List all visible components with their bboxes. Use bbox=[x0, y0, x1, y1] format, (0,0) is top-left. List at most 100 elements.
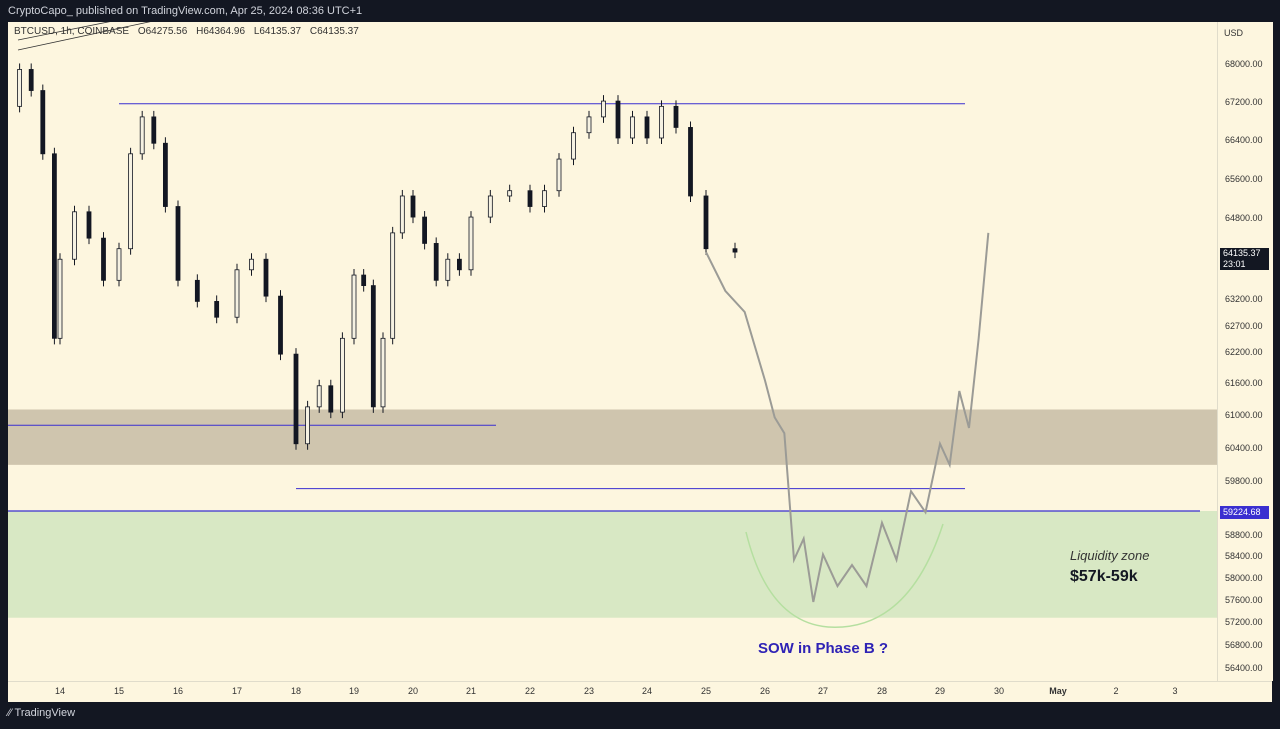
accumulation-arc bbox=[745, 523, 944, 628]
price-tick-label: 57600.00 bbox=[1225, 595, 1263, 605]
candle-body bbox=[316, 385, 322, 408]
candle-body bbox=[433, 243, 439, 281]
candle-body bbox=[293, 353, 299, 445]
candle-body bbox=[732, 248, 738, 253]
price-tick-label: 61000.00 bbox=[1225, 410, 1263, 420]
price-tick-label: 67200.00 bbox=[1225, 97, 1263, 107]
price-tick-label: 58400.00 bbox=[1225, 551, 1263, 561]
trend-line-a bbox=[17, 22, 111, 41]
candle-body bbox=[116, 248, 122, 281]
candle-body bbox=[339, 337, 345, 413]
projection-path bbox=[705, 232, 990, 603]
time-tick-label: 3 bbox=[1172, 686, 1178, 696]
time-tick-label: 26 bbox=[759, 686, 771, 696]
time-tick-label: 24 bbox=[641, 686, 653, 696]
candle-body bbox=[487, 195, 493, 218]
time-tick-label: May bbox=[1049, 686, 1067, 696]
time-tick-label: 28 bbox=[876, 686, 888, 696]
candle-body bbox=[151, 116, 157, 144]
liquidity-zone-title: Liquidity zone bbox=[1070, 548, 1150, 563]
candle-body bbox=[390, 232, 396, 339]
time-tick-label: 15 bbox=[113, 686, 125, 696]
candle-body bbox=[278, 295, 283, 355]
price-tick-label: 57200.00 bbox=[1225, 617, 1263, 627]
candle-body bbox=[249, 258, 254, 271]
publisher-text: CryptoCapo_ published on TradingView.com… bbox=[8, 5, 363, 17]
candle-body bbox=[571, 132, 576, 160]
time-tick-label: 20 bbox=[407, 686, 419, 696]
candle-body bbox=[40, 90, 46, 155]
candle-body bbox=[586, 116, 592, 134]
candle-body bbox=[601, 100, 606, 118]
price-tick-label: 56400.00 bbox=[1225, 663, 1263, 673]
currency-label[interactable]: USD bbox=[1224, 28, 1244, 38]
candle-body bbox=[673, 105, 679, 128]
time-tick-label: 14 bbox=[54, 686, 66, 696]
chart-plot-area[interactable]: BTCUSD, 1h, COINBASE O64275.56 H64364.96… bbox=[8, 22, 1217, 681]
candle-body bbox=[688, 127, 693, 197]
candle-body bbox=[52, 153, 57, 339]
candle-body bbox=[214, 301, 220, 318]
time-tick-label: 2 bbox=[1113, 686, 1119, 696]
time-tick-label: 17 bbox=[231, 686, 243, 696]
price-tick-label: 65600.00 bbox=[1225, 174, 1263, 184]
candle-body bbox=[507, 190, 513, 197]
price-tick-label: 61600.00 bbox=[1225, 378, 1263, 388]
publisher-bar: CryptoCapo_ published on TradingView.com… bbox=[0, 0, 1280, 22]
time-axis[interactable]: 14 15 16 17 18 19 20 21 22 23 24 25 26 27 28 29 30 May 2 3 bbox=[8, 681, 1272, 702]
price-tick-label: 62700.00 bbox=[1225, 321, 1263, 331]
candle-body bbox=[615, 100, 621, 139]
candle-body bbox=[445, 258, 451, 281]
candle-body bbox=[194, 279, 200, 302]
candle-body bbox=[361, 274, 367, 286]
open-value: O64275.56 bbox=[137, 26, 188, 37]
candle-body bbox=[703, 195, 709, 250]
time-tick-label: 22 bbox=[524, 686, 536, 696]
candle-body bbox=[234, 269, 240, 318]
time-tick-label: 19 bbox=[348, 686, 360, 696]
candle-body bbox=[328, 385, 334, 413]
trend-line-b bbox=[17, 22, 151, 51]
price-tick-label: 59800.00 bbox=[1225, 476, 1263, 486]
candle-body bbox=[556, 158, 562, 192]
symbol-label[interactable]: BTCUSD, 1h, COINBASE bbox=[14, 26, 130, 37]
current-price-tag: 64135.37 23:01 bbox=[1220, 248, 1269, 270]
candle-body bbox=[380, 337, 386, 408]
time-tick-label: 29 bbox=[934, 686, 946, 696]
high-value: H64364.96 bbox=[196, 26, 246, 37]
price-axis[interactable]: USD 64135.37 23:01 59224.68 68000.00 6720… bbox=[1217, 22, 1273, 681]
candle-body bbox=[410, 195, 416, 218]
candle-body bbox=[659, 105, 664, 139]
candle-body bbox=[399, 195, 405, 234]
candle-body bbox=[72, 211, 77, 260]
candle-countdown: 23:01 bbox=[1223, 259, 1246, 269]
candle-body bbox=[630, 116, 635, 139]
level-price-tag: 59224.68 bbox=[1220, 506, 1269, 519]
candle-body bbox=[456, 258, 462, 271]
price-tick-label: 66400.00 bbox=[1225, 135, 1263, 145]
ohlc-legend: BTCUSD, 1h, COINBASE O64275.56 H64364.96… bbox=[14, 26, 365, 37]
phase-annotation: SOW in Phase B ? bbox=[758, 640, 889, 657]
candle-body bbox=[351, 274, 357, 339]
candle-body bbox=[422, 216, 428, 244]
zone-liquidity_zone-1 bbox=[8, 510, 1217, 618]
price-tick-label: 58000.00 bbox=[1225, 573, 1263, 583]
candle-body bbox=[86, 211, 92, 239]
time-tick-label: 27 bbox=[817, 686, 829, 696]
candle-body bbox=[162, 142, 168, 207]
chart-canvas[interactable] bbox=[8, 22, 1217, 681]
liquidity-zone-range: $57k-59k bbox=[1070, 568, 1138, 585]
candle-body bbox=[468, 216, 474, 271]
brand-label: TradingView bbox=[14, 707, 76, 719]
time-tick-label: 25 bbox=[700, 686, 712, 696]
candle-body bbox=[17, 69, 23, 107]
candle-body bbox=[57, 258, 63, 339]
candle-body bbox=[128, 153, 133, 250]
price-tick-label: 60400.00 bbox=[1225, 443, 1263, 453]
candle-body bbox=[263, 258, 269, 297]
candle-body bbox=[139, 116, 145, 155]
time-tick-label: 21 bbox=[465, 686, 477, 696]
candle-body bbox=[101, 237, 106, 281]
time-tick-label: 23 bbox=[583, 686, 595, 696]
price-tick-label: 63200.00 bbox=[1225, 294, 1263, 304]
